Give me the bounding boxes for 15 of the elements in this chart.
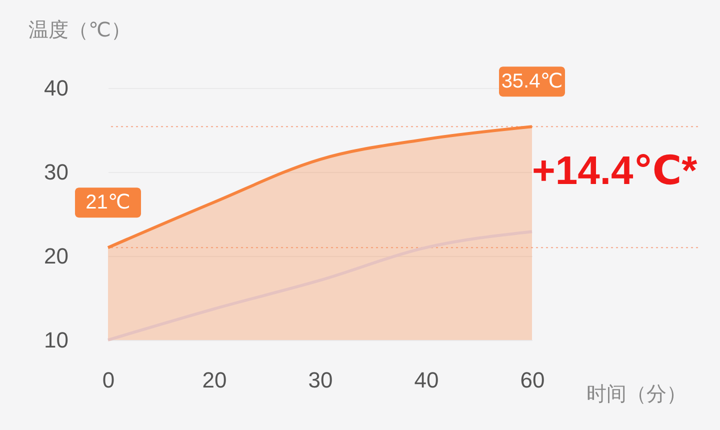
y-tick-label: 40 <box>44 76 68 100</box>
annotation: +14.4℃* <box>532 149 698 193</box>
y-tick-label: 30 <box>44 160 68 184</box>
x-axis-title: 时间（分） <box>586 384 686 406</box>
y-tick-label: 10 <box>44 328 68 352</box>
x-tick-label: 20 <box>202 368 227 392</box>
x-tick-label: 0 <box>102 368 115 392</box>
x-tick-label: 60 <box>520 368 545 392</box>
x-tick-label: 40 <box>414 368 439 392</box>
line-series <box>106 230 534 342</box>
data-label: 35.4℃ <box>501 70 563 93</box>
y-axis-title: 温度（℃） <box>28 20 131 42</box>
x-tick-label: 30 <box>308 368 333 392</box>
data-label: 21℃ <box>86 192 130 214</box>
y-tick-label: 20 <box>44 244 68 268</box>
